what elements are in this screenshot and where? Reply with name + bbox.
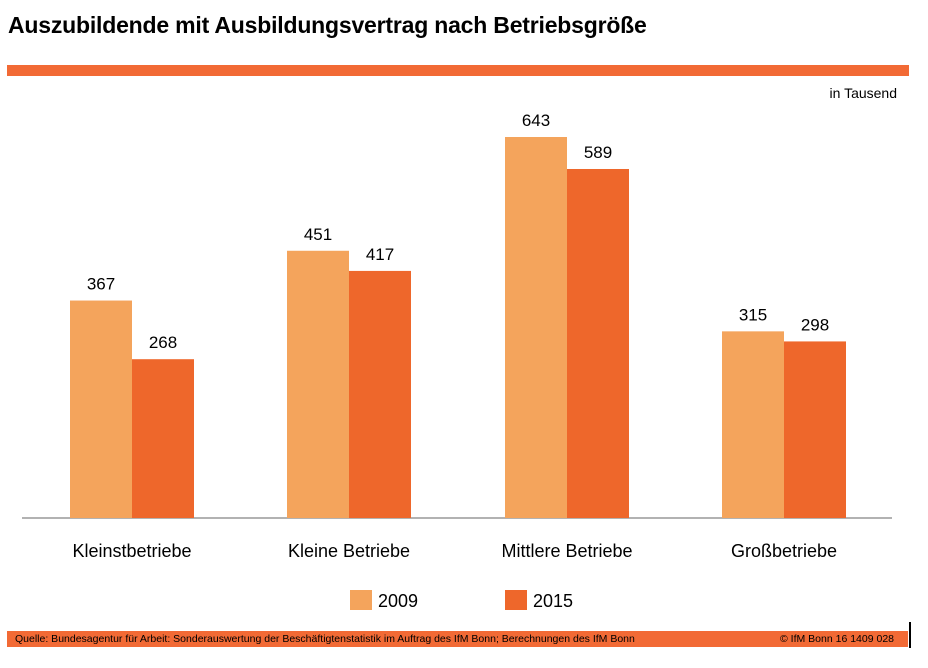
category-label: Kleinstbetriebe — [72, 541, 191, 561]
bar-2009-2 — [505, 137, 567, 518]
bar-2015-2 — [567, 168, 629, 518]
data-label: 298 — [801, 315, 829, 334]
chart-title: Auszubildende mit Ausbildungsvertrag nac… — [8, 12, 647, 38]
legend-swatch-2015 — [505, 590, 527, 610]
legend-swatch-2009 — [350, 590, 372, 610]
data-label: 589 — [584, 143, 612, 162]
bar-2009-3 — [722, 331, 784, 518]
data-label: 315 — [739, 305, 767, 324]
bar-2015-0 — [132, 359, 194, 518]
source-note: Quelle: Bundesagentur für Arbeit: Sonder… — [15, 633, 635, 645]
category-label: Großbetriebe — [731, 541, 837, 561]
bar-2009-0 — [70, 300, 132, 518]
header-accent-bar — [7, 65, 909, 76]
legend-label: 2015 — [533, 591, 573, 611]
bar-2009-1 — [287, 250, 349, 518]
bar-2015-3 — [784, 341, 846, 518]
data-label: 367 — [87, 275, 115, 294]
copyright-note: © IfM Bonn 16 1409 028 — [780, 633, 894, 645]
unit-label: in Tausend — [829, 85, 897, 101]
data-label: 417 — [366, 245, 394, 264]
data-label: 268 — [149, 333, 177, 352]
data-label: 643 — [522, 111, 550, 130]
footer-divider — [909, 622, 911, 648]
bar-2015-1 — [349, 270, 411, 518]
footer-bar: Quelle: Bundesagentur für Arbeit: Sonder… — [7, 631, 908, 647]
data-label: 451 — [304, 225, 332, 244]
legend-label: 2009 — [378, 591, 418, 611]
category-label: Kleine Betriebe — [288, 541, 410, 561]
category-label: Mittlere Betriebe — [501, 541, 632, 561]
